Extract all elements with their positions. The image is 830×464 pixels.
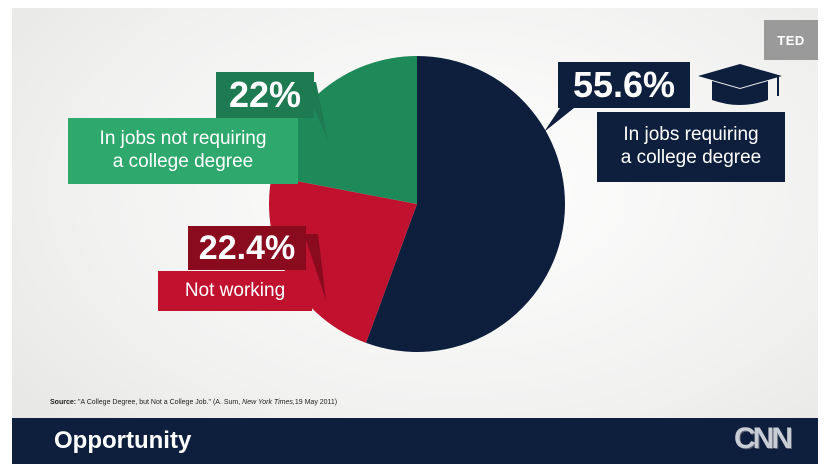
callout-label-line: a college degree <box>620 147 762 168</box>
callout-value-not-working: 22.4% <box>188 226 306 270</box>
pie-chart <box>269 56 782 353</box>
callout-label-jobs-requiring-degree: In jobs requiring a college degree <box>597 112 785 182</box>
callout-pointer-not-working <box>304 234 326 300</box>
source-date: 19 May 2011) <box>294 399 338 406</box>
ted-badge: TED <box>764 20 818 60</box>
callout-label-not-working: Not working <box>158 271 312 311</box>
lower-third-bar <box>12 418 818 464</box>
graduation-cap-icon <box>698 64 782 105</box>
callout-label-line: Not working <box>184 279 286 301</box>
slide: TED In jobs requiring a college degree 55.… <box>12 8 818 464</box>
source-text: "A College Degree, but Not a College Job… <box>78 399 241 406</box>
callout-label-line: In jobs not requiring <box>99 128 267 150</box>
callout-label-jobs-not-requiring-degree: In jobs not requiring a college degree <box>68 118 298 184</box>
slice-jobs-requiring-degree <box>365 56 566 353</box>
callout-value-jobs-not-requiring-degree: 22% <box>216 72 314 118</box>
callout-pointer-jobs-requiring-degree <box>544 108 574 132</box>
source-citation: Source: "A College Degree, but Not a Col… <box>50 399 337 406</box>
segment-title: Opportunity <box>54 427 192 454</box>
callout-value-jobs-requiring-degree: 55.6% <box>558 62 690 108</box>
source-publication: New York Times, <box>242 399 295 406</box>
cnn-logo: CNN <box>734 422 793 455</box>
slice-jobs-not-requiring-degree <box>271 56 417 204</box>
callout-label-line: In jobs requiring <box>623 124 759 146</box>
callout-label-line: a college degree <box>112 151 254 172</box>
source-label: Source: <box>50 399 77 406</box>
